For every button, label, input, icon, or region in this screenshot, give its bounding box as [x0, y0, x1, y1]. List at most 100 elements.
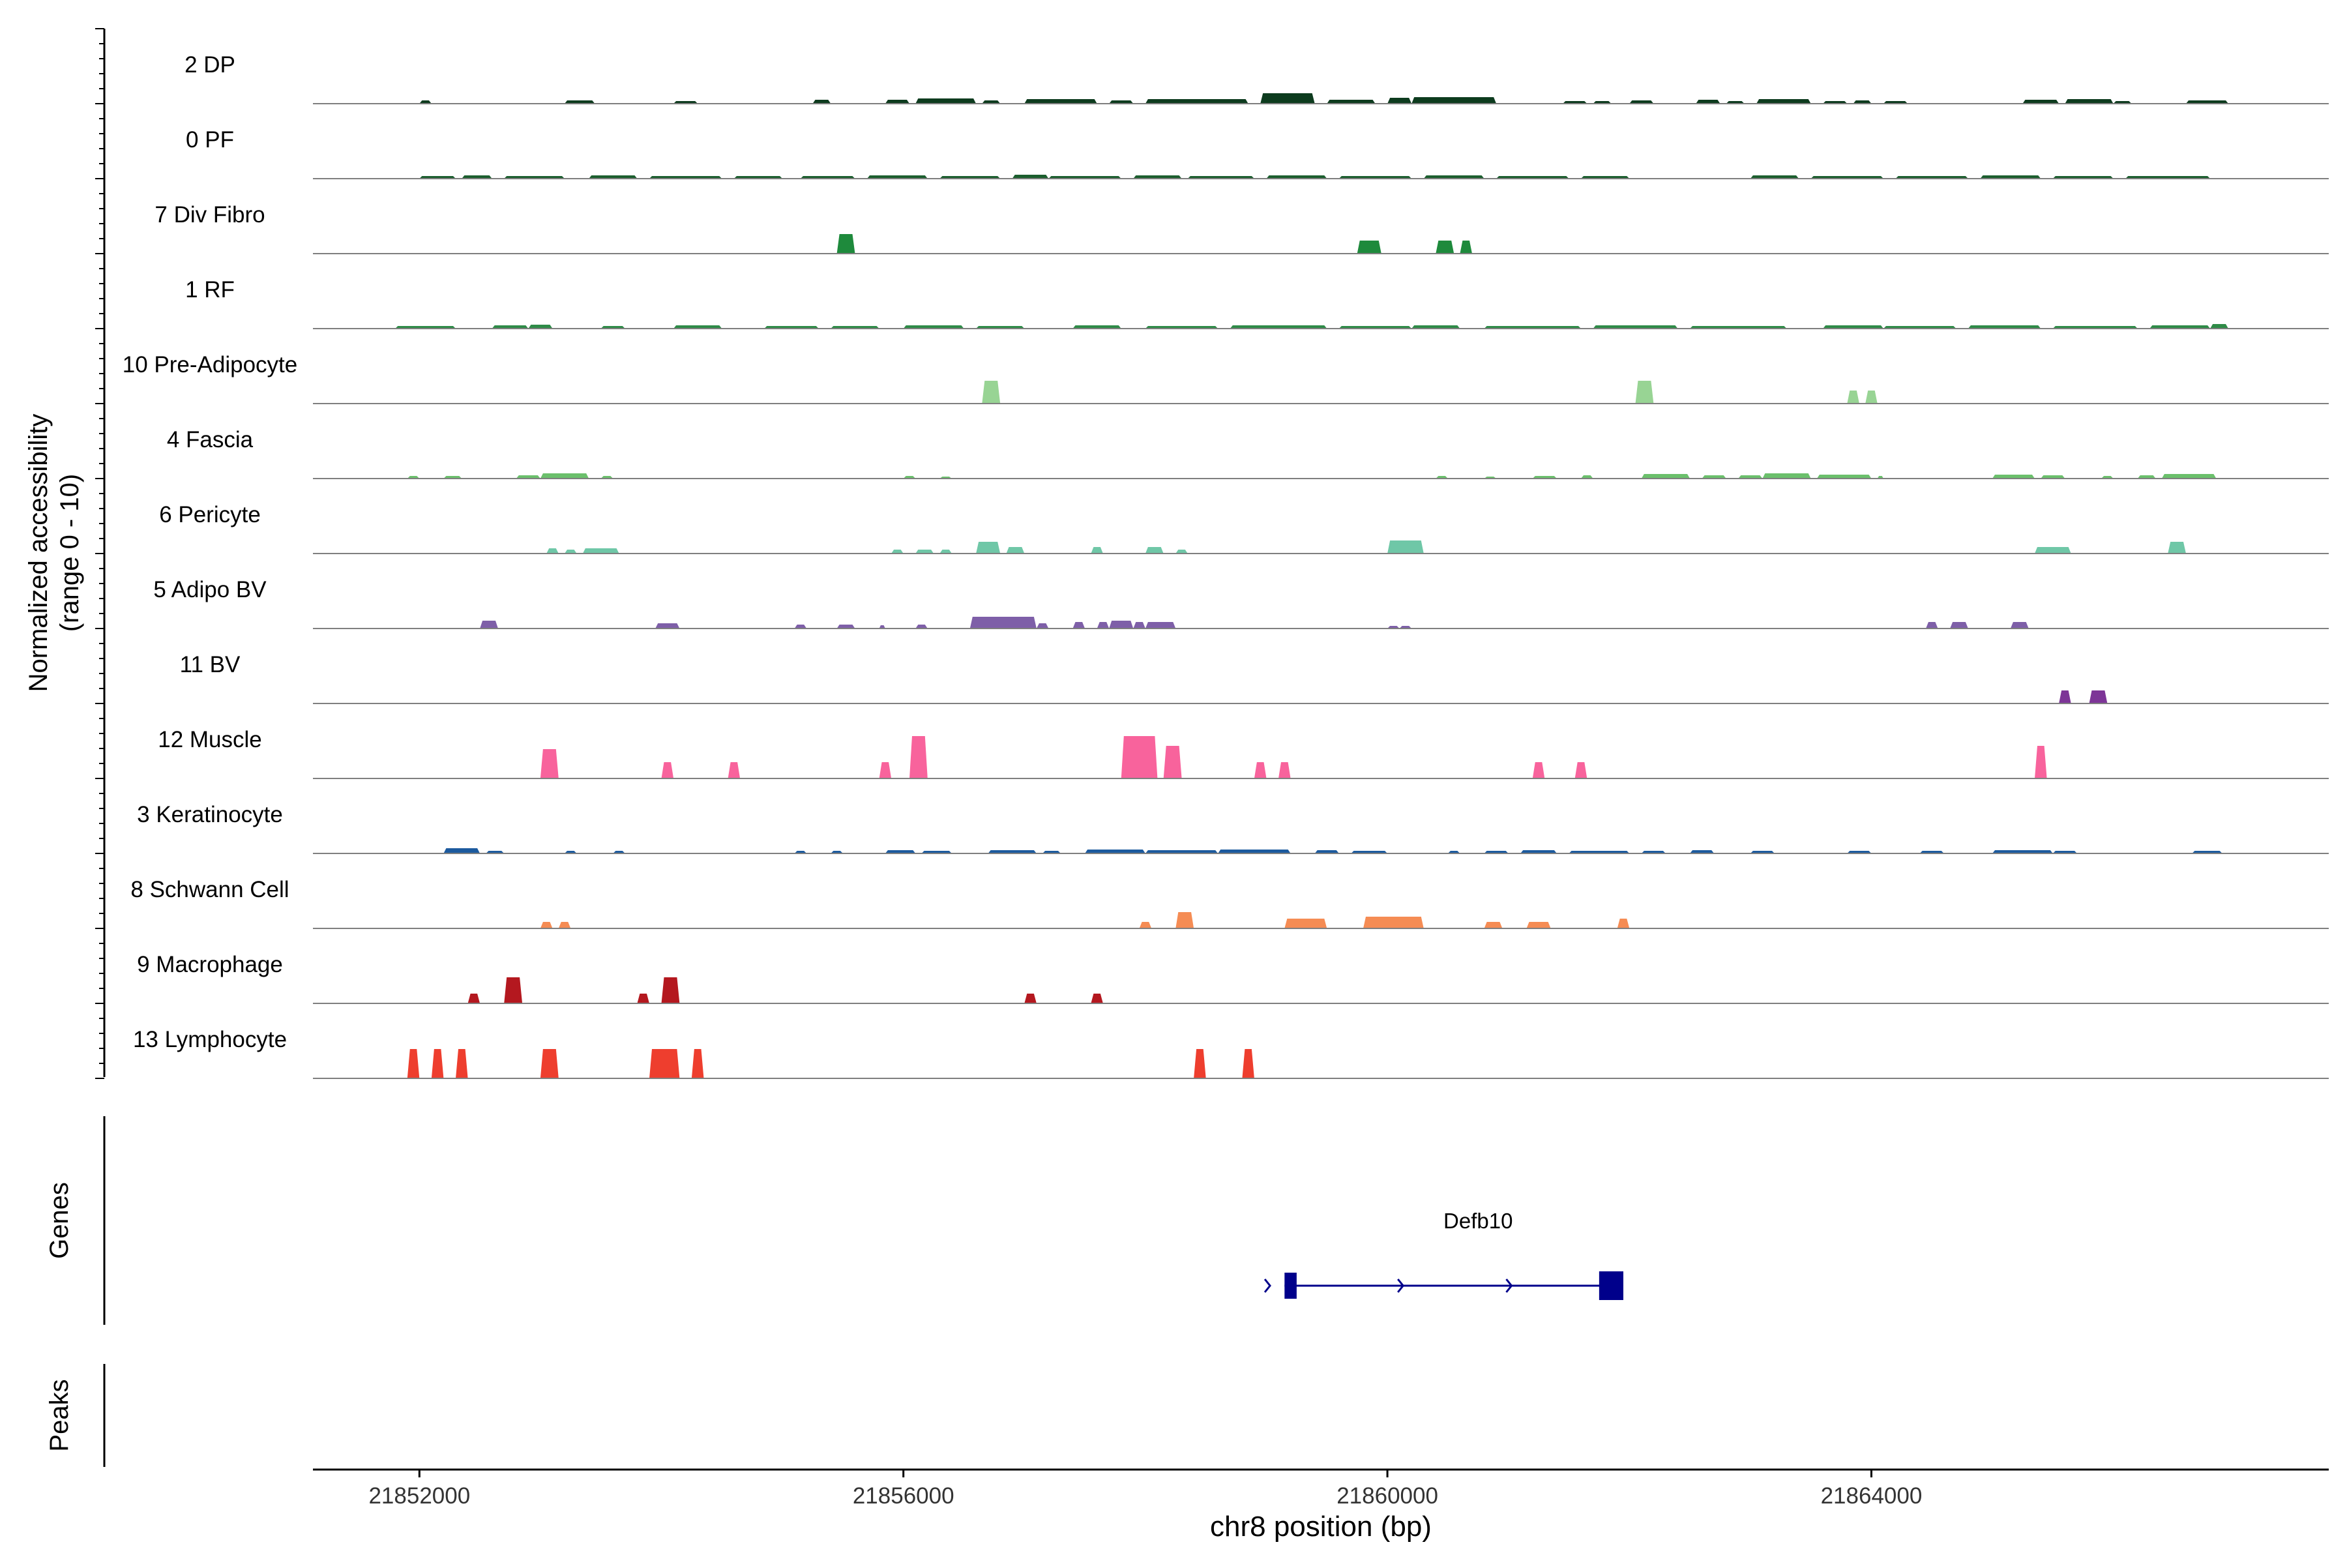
- coverage-peak: [885, 850, 916, 853]
- track-2-dp: 2 DP: [185, 52, 2329, 104]
- coverage-peak: [903, 325, 964, 329]
- coverage-peak: [504, 977, 523, 1003]
- coverage-peak: [1145, 99, 1248, 104]
- coverage-peak: [915, 550, 934, 554]
- coverage-peak: [1635, 381, 1654, 404]
- coverage-peak: [1926, 622, 1938, 629]
- coverage-peak: [1762, 473, 1811, 479]
- x-tick-label: 21856000: [853, 1483, 954, 1509]
- coverage-peak: [836, 625, 855, 629]
- gene-exon: [1599, 1271, 1623, 1300]
- coverage-peak: [1218, 850, 1291, 853]
- coverage-peak: [540, 1049, 559, 1078]
- coverage-peak: [1139, 922, 1152, 928]
- track-label: 11 BV: [180, 652, 241, 677]
- coverage-peak: [1278, 762, 1291, 778]
- track-12-muscle: 12 Muscle: [158, 727, 2329, 779]
- coverage-peak: [1992, 850, 2053, 853]
- coverage-peak: [2035, 746, 2047, 778]
- coverage-peak: [982, 381, 1001, 404]
- coverage-peak: [1133, 622, 1145, 629]
- track-label: 1 RF: [185, 277, 235, 303]
- coverage-peak: [1314, 850, 1339, 853]
- track-5-adipo-bv: 5 Adipo BV: [153, 577, 2329, 629]
- coverage-peak: [1006, 547, 1025, 554]
- track-6-pericyte: 6 Pericyte: [159, 502, 2329, 554]
- coverage-peak: [1738, 475, 1763, 479]
- coverage-peak: [988, 850, 1037, 853]
- coverage-peak: [1950, 622, 1968, 629]
- coverage-peak: [915, 625, 928, 629]
- track-label: 3 Keratinocyte: [137, 802, 283, 827]
- coverage-peak: [1109, 621, 1134, 629]
- coverage-peak: [565, 100, 595, 104]
- coverage-peak: [2210, 324, 2228, 329]
- track-10-pre-adipocyte: 10 Pre-Adipocyte: [123, 352, 2329, 404]
- x-axis-label: chr8 position (bp): [1210, 1511, 1432, 1543]
- coverage-peak: [462, 175, 492, 179]
- coverage-peak: [2149, 325, 2211, 329]
- coverage-peak: [1072, 622, 1085, 629]
- coverage-peak: [1387, 98, 1412, 104]
- coverage-peak: [1816, 475, 1872, 479]
- coverage-peak: [1091, 994, 1103, 1003]
- coverage-peak: [565, 550, 577, 554]
- track-label: 0 PF: [186, 127, 234, 153]
- coverage-peak: [655, 623, 680, 629]
- coverage-peak: [1411, 325, 1460, 329]
- coverage-peak: [1387, 540, 1424, 554]
- track-11-bv: 11 BV: [180, 652, 2329, 704]
- x-tick-label: 21864000: [1821, 1483, 1923, 1509]
- coverage-peak: [1702, 475, 1726, 479]
- coverage-peak: [1526, 922, 1551, 928]
- peaks-panel-label: Peaks: [45, 1379, 74, 1451]
- coverage-peak: [1036, 623, 1049, 629]
- coverage-peak: [939, 550, 952, 554]
- coverage-peak: [1121, 736, 1158, 778]
- coverage-peak: [1363, 917, 1424, 928]
- coverage-peak: [2161, 474, 2217, 479]
- coverage-peak: [2186, 100, 2228, 104]
- x-axis-ticks: 21852000 21856000 21860000 21864000: [368, 1470, 1922, 1509]
- coverage-peak: [1593, 325, 1678, 329]
- coverage-peak: [589, 175, 638, 179]
- coverage-peak: [1629, 100, 1654, 104]
- coverage-peak: [1072, 325, 1121, 329]
- gene-exon: [1284, 1273, 1297, 1299]
- gene-model: Defb10: [1263, 1209, 1623, 1300]
- coverage-peak: [1260, 93, 1315, 104]
- coverage-peak: [879, 625, 885, 629]
- coverage-peak: [1012, 175, 1049, 179]
- track-9-macrophage: 9 Macrophage: [137, 952, 2329, 1004]
- coverage-peak: [915, 98, 977, 104]
- coverage-peak: [558, 922, 571, 928]
- coverage-peak: [1254, 762, 1267, 778]
- coverage-peak: [2041, 475, 2065, 479]
- coverage-peak: [1109, 100, 1134, 104]
- coverage-peak: [1266, 175, 1327, 179]
- coverage-peak: [812, 100, 831, 104]
- coverage-peak: [1641, 474, 1690, 479]
- track-label: 9 Macrophage: [137, 952, 283, 977]
- coverage-peak: [582, 548, 619, 554]
- coverage-peak: [431, 1049, 444, 1078]
- track-label: 8 Schwann Cell: [130, 877, 289, 902]
- coverage-peak: [492, 325, 529, 329]
- coverage-peak: [467, 994, 480, 1003]
- coverage-peak: [1411, 97, 1497, 104]
- coverage-peak: [1980, 175, 2041, 179]
- coverage-tracks: 2 DP 0 PF 7 Div Fibro 1 RF 10 Pre-Adipocyte 4…: [123, 52, 2329, 1079]
- coverage-peak: [1690, 850, 1715, 853]
- coverage-y-axis-label: Normalized accessibility: [24, 414, 53, 692]
- coverage-peak: [2065, 99, 2114, 104]
- coverage-peak: [691, 1049, 704, 1078]
- coverage-peak: [1175, 550, 1188, 554]
- strand-arrow-icon: [1263, 1279, 1271, 1293]
- coverage-peak: [407, 1049, 420, 1078]
- coverage-peak: [661, 977, 680, 1003]
- track-label: 4 Fascia: [167, 427, 254, 452]
- x-tick-label: 21860000: [1336, 1483, 1438, 1509]
- coverage-peak: [885, 100, 909, 104]
- coverage-peak: [673, 325, 722, 329]
